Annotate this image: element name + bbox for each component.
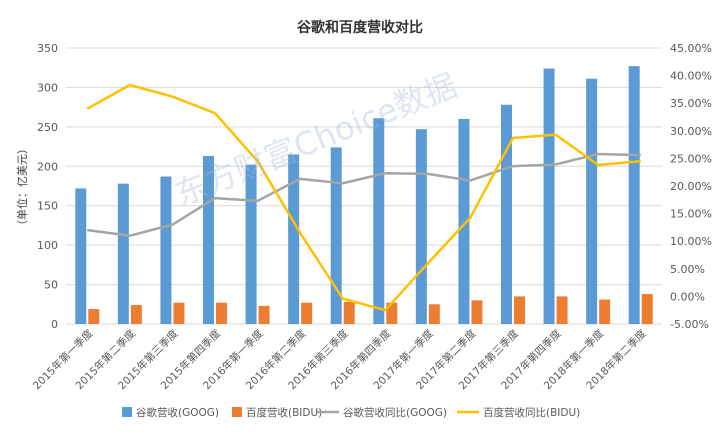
bar-bidu-revenue bbox=[514, 296, 525, 324]
legend: 谷歌营收(GOOG) 百度营收(BIDU) 谷歌营收同比(GOOG) 百度营收同比(B… bbox=[122, 406, 580, 419]
left-axis-ticks: 0 50 100 150 200 250 300 350 bbox=[37, 42, 58, 331]
legend-label: 谷歌营收同比(GOOG) bbox=[343, 406, 447, 419]
bar-goog-revenue bbox=[160, 176, 172, 324]
bar-bidu-revenue bbox=[428, 304, 440, 324]
right-tick-label: 10.00% bbox=[670, 235, 712, 248]
gridlines bbox=[66, 47, 662, 325]
right-axis-ticks: -5.00% 0.00% 5.00% 10.00% 15.00% 20.00% 25.00%… bbox=[670, 42, 712, 331]
lines-layer bbox=[86, 83, 641, 312]
bar-goog-revenue bbox=[586, 78, 598, 324]
bar-goog-revenue bbox=[458, 118, 470, 324]
legend-swatch bbox=[232, 407, 242, 417]
series-line-bidu-yoy bbox=[86, 83, 641, 312]
series-line-goog-yoy bbox=[87, 152, 641, 237]
bar-goog-revenue bbox=[543, 68, 555, 324]
bar-bidu-revenue bbox=[556, 296, 568, 324]
left-tick-label: 100 bbox=[37, 239, 58, 252]
legend-swatch bbox=[122, 407, 132, 417]
bar-bidu-revenue bbox=[88, 309, 100, 324]
bar-bidu-revenue bbox=[216, 302, 227, 324]
bar-bidu-revenue bbox=[386, 302, 398, 324]
bar-goog-revenue bbox=[628, 66, 640, 324]
bar-bidu-revenue bbox=[471, 300, 483, 324]
right-tick-label: -5.00% bbox=[670, 318, 709, 331]
x-axis-labels: 2015年第一季度2015年第二季度2015年第三季度2015年第四季度2016… bbox=[30, 327, 649, 393]
legend-label: 百度营收同比(BIDU) bbox=[483, 406, 580, 419]
right-tick-label: 0.00% bbox=[670, 290, 705, 303]
left-tick-label: 50 bbox=[44, 279, 58, 292]
right-tick-label: 5.00% bbox=[670, 263, 705, 276]
right-tick-label: 40.00% bbox=[670, 70, 712, 83]
bar-goog-revenue bbox=[330, 147, 342, 324]
legend-label: 百度营收(BIDU) bbox=[246, 406, 322, 419]
right-tick-label: 30.00% bbox=[670, 125, 712, 138]
legend-label: 谷歌营收(GOOG) bbox=[136, 406, 219, 419]
left-tick-label: 0 bbox=[51, 318, 58, 331]
bar-goog-revenue bbox=[75, 188, 87, 324]
right-tick-label: 25.00% bbox=[670, 152, 712, 165]
bar-goog-revenue bbox=[415, 129, 427, 324]
bar-goog-revenue bbox=[245, 164, 257, 324]
left-tick-label: 250 bbox=[37, 121, 58, 134]
bar-bidu-revenue bbox=[173, 302, 185, 324]
bars-layer bbox=[75, 66, 653, 324]
right-tick-label: 15.00% bbox=[670, 208, 712, 221]
bar-bidu-revenue bbox=[343, 301, 355, 324]
bar-goog-revenue bbox=[117, 183, 129, 324]
bar-goog-revenue bbox=[203, 156, 214, 324]
bar-goog-revenue bbox=[288, 154, 300, 324]
left-tick-label: 150 bbox=[37, 200, 58, 213]
left-tick-label: 300 bbox=[37, 81, 58, 94]
bar-bidu-revenue bbox=[258, 305, 270, 324]
bar-goog-revenue bbox=[501, 104, 512, 324]
left-tick-label: 200 bbox=[37, 160, 58, 173]
bar-bidu-revenue bbox=[301, 302, 313, 324]
bar-bidu-revenue bbox=[641, 294, 653, 324]
chart-title: 谷歌和百度营收对比 bbox=[297, 19, 423, 36]
bar-goog-revenue bbox=[373, 118, 385, 324]
right-tick-label: 35.00% bbox=[670, 97, 712, 110]
left-axis-title: （单位：亿美元） bbox=[15, 143, 29, 231]
right-tick-label: 45.00% bbox=[670, 42, 712, 55]
bar-bidu-revenue bbox=[599, 299, 611, 324]
right-tick-label: 20.00% bbox=[670, 180, 712, 193]
bar-bidu-revenue bbox=[130, 305, 142, 324]
left-tick-label: 350 bbox=[37, 42, 58, 55]
